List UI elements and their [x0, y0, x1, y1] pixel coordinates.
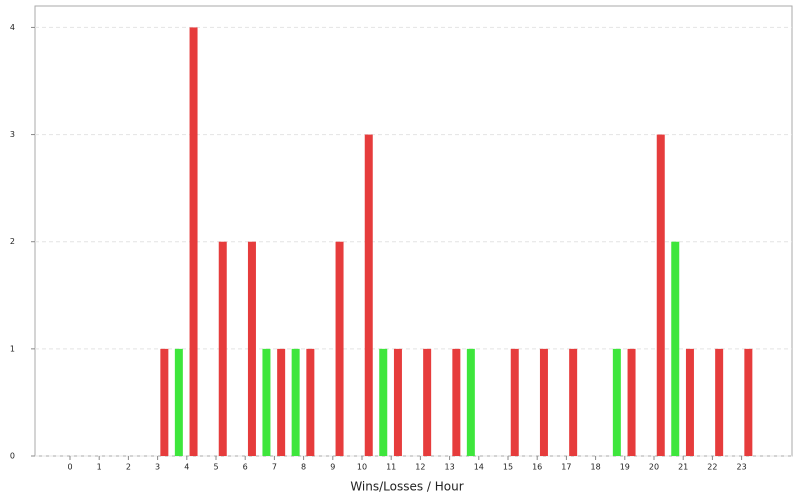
x-tick-label: 2: [126, 463, 131, 472]
bar: [291, 348, 300, 456]
x-tick-label: 23: [737, 463, 747, 472]
y-tick-label: 3: [10, 130, 15, 139]
bar: [306, 348, 315, 456]
x-tick-label: 4: [184, 463, 189, 472]
x-tick-label: 18: [591, 463, 601, 472]
bar: [510, 348, 519, 456]
bar: [423, 348, 432, 456]
x-tick-label: 1: [97, 463, 102, 472]
bar: [685, 348, 694, 456]
x-tick-label: 15: [503, 463, 513, 472]
x-tick-label: 20: [649, 463, 659, 472]
bar: [466, 348, 475, 456]
x-tick-label: 5: [213, 463, 218, 472]
bar: [715, 348, 724, 456]
x-tick-label: 8: [301, 463, 306, 472]
x-tick-label: 3: [155, 463, 160, 472]
y-tick-label: 4: [10, 23, 15, 32]
bar: [218, 241, 227, 456]
bar: [452, 348, 461, 456]
bar: [262, 348, 271, 456]
x-tick-label: 14: [474, 463, 484, 472]
x-tick-label: 7: [272, 463, 277, 472]
bar: [277, 348, 286, 456]
bar: [656, 134, 665, 457]
bar: [247, 241, 256, 456]
y-tick-label: 1: [10, 344, 15, 353]
x-tick-label: 10: [357, 463, 367, 472]
bar: [744, 348, 753, 456]
y-tick-label: 0: [10, 452, 15, 461]
bar: [539, 348, 548, 456]
x-tick-label: 11: [386, 463, 396, 472]
x-tick-label: 19: [620, 463, 630, 472]
bar: [671, 241, 680, 456]
y-tick-label: 2: [10, 237, 15, 246]
x-axis-label: Wins/Losses / Hour: [350, 480, 463, 494]
x-tick-label: 17: [561, 463, 571, 472]
bar: [612, 348, 621, 456]
bar: [335, 241, 344, 456]
x-tick-label: 16: [532, 463, 542, 472]
bar: [569, 348, 578, 456]
bar: [393, 348, 402, 456]
bar: [364, 134, 373, 457]
x-tick-label: 9: [330, 463, 335, 472]
x-tick-label: 0: [67, 463, 72, 472]
x-tick-label: 13: [445, 463, 455, 472]
bar: [379, 348, 388, 456]
bar: [174, 348, 183, 456]
x-tick-label: 21: [678, 463, 688, 472]
bar: [627, 348, 636, 456]
bar: [160, 348, 169, 456]
x-tick-label: 12: [415, 463, 425, 472]
bar: [189, 27, 198, 457]
x-tick-label: 6: [243, 463, 248, 472]
x-tick-label: 22: [707, 463, 717, 472]
